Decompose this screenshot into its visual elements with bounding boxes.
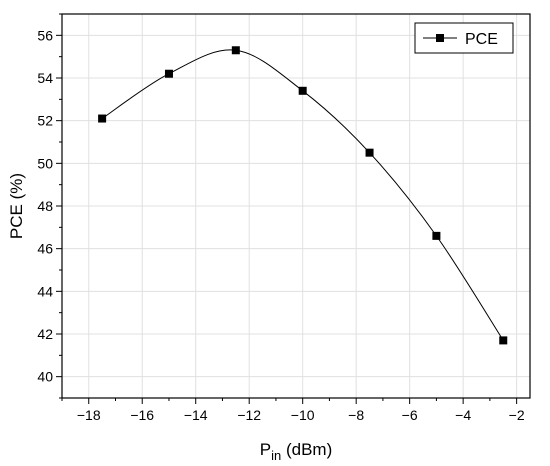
x-tick-label: −10: [291, 407, 315, 423]
y-tick-label: 50: [37, 155, 53, 171]
legend-label: PCE: [465, 31, 498, 48]
x-tick-label: −16: [130, 407, 154, 423]
x-tick-label: −12: [237, 407, 261, 423]
y-tick-label: 40: [37, 369, 53, 385]
x-tick-label: −4: [455, 407, 471, 423]
y-tick-label: 56: [37, 27, 53, 43]
y-tick-label: 52: [37, 113, 53, 129]
pce-data-point: [432, 231, 441, 240]
axis-titles: Pin (dBm) PCE (%): [7, 173, 332, 463]
pce-data-point: [499, 336, 508, 345]
y-tick-label: 42: [37, 326, 53, 342]
legend-marker: [436, 34, 444, 42]
x-axis-title: Pin (dBm): [260, 440, 332, 463]
ticks: −18 −16 −14 −12 −10 −8 −6 −4 −2 40 42 44 46 48 50 52 54 5…: [37, 13, 525, 423]
x-tick-label: −2: [509, 407, 525, 423]
grid: [62, 14, 530, 398]
series-layer: [98, 46, 508, 345]
y-tick-label: 54: [37, 70, 53, 86]
x-tick-label: −6: [402, 407, 418, 423]
pce-data-point: [231, 46, 240, 55]
pce-data-point: [164, 69, 173, 78]
pce-data-point: [365, 148, 374, 157]
y-tick-label: 48: [37, 198, 53, 214]
legend: PCE: [414, 22, 514, 54]
y-tick-label: 46: [37, 241, 53, 257]
x-tick-label: −18: [77, 407, 101, 423]
pce-data-point: [98, 114, 107, 123]
x-tick-label: −14: [184, 407, 208, 423]
y-tick-label: 44: [37, 283, 53, 299]
y-axis-title: PCE (%): [7, 173, 26, 239]
pce-data-point: [298, 86, 307, 95]
x-tick-label: −8: [348, 407, 364, 423]
